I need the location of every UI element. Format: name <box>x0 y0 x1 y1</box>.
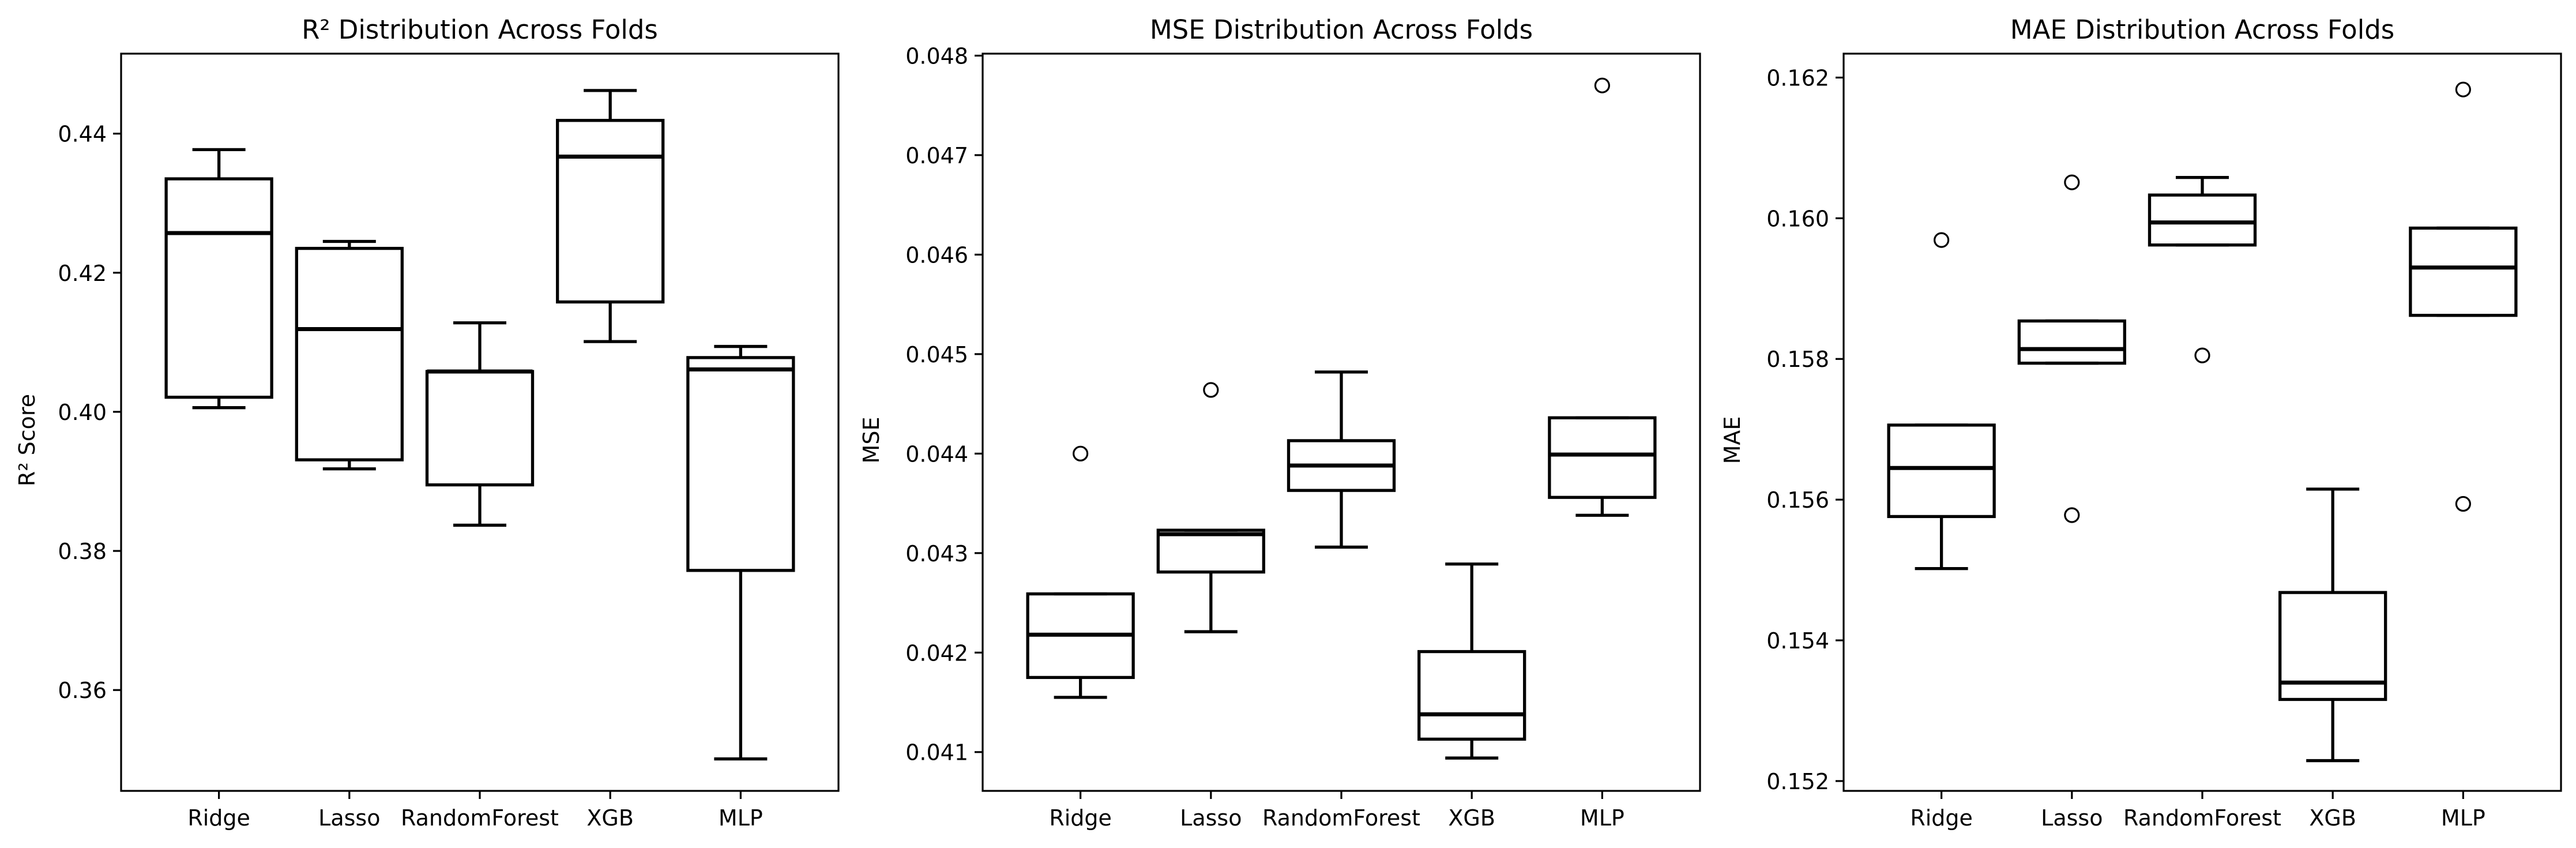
panel-title: R² Distribution Across Folds <box>302 14 658 45</box>
box-ridge <box>1887 232 1996 571</box>
y-axis-label: R² Score <box>14 394 40 486</box>
x-tick-label: RandomForest <box>2123 805 2281 831</box>
panel-mae: MAE Distribution Across Folds MAE 0.1520… <box>1720 14 2562 831</box>
box-xgb <box>556 89 665 343</box>
y-tick-label: 0.38 <box>58 539 107 564</box>
outlier-point <box>1594 77 1610 93</box>
box-iqr <box>2148 193 2257 247</box>
x-tick-label: MLP <box>719 805 763 831</box>
y-tick-label: 0.156 <box>1766 487 1829 513</box>
box-iqr <box>2278 591 2387 701</box>
y-tick-label: 0.048 <box>905 43 968 69</box>
box-iqr <box>686 356 795 572</box>
x-tick-label: MLP <box>2441 805 2485 831</box>
box-iqr <box>295 246 404 461</box>
box-plots <box>164 89 795 761</box>
y-tick-label: 0.42 <box>58 261 107 286</box>
y-axis-ticks: 0.041 0.042 0.043 0.044 0.045 0.046 0.047 0.048 <box>905 43 983 766</box>
box-iqr <box>2409 226 2518 317</box>
box-iqr <box>1887 423 1996 519</box>
box-iqr <box>1417 650 1526 741</box>
y-axis-label: MAE <box>1720 417 1745 464</box>
y-tick-label: 0.160 <box>1766 206 1829 231</box>
box-mlp <box>686 344 795 761</box>
box-mlp <box>2409 81 2518 512</box>
y-tick-label: 0.44 <box>58 122 107 147</box>
box-lasso <box>2017 174 2126 523</box>
outlier-point <box>2064 174 2080 190</box>
y-tick-label: 0.043 <box>905 541 968 566</box>
x-tick-label: XGB <box>1448 805 1495 831</box>
panel-mse: MSE Distribution Across Folds MSE 0.0410… <box>859 14 1701 831</box>
outlier-point <box>2194 347 2210 363</box>
y-tick-label: 0.158 <box>1766 347 1829 372</box>
x-tick-label: Lasso <box>2041 805 2103 831</box>
plot-frame <box>120 52 840 792</box>
y-tick-label: 0.041 <box>905 740 968 766</box>
x-tick-label: Lasso <box>318 805 380 831</box>
x-tick-label: Ridge <box>187 805 250 831</box>
box-ridge <box>164 148 273 410</box>
y-tick-label: 0.046 <box>905 242 968 268</box>
x-tick-label: RandomForest <box>1262 805 1420 831</box>
y-axis-ticks: 0.36 0.38 0.40 0.42 0.44 <box>58 122 121 703</box>
x-tick-label: MLP <box>1580 805 1624 831</box>
box-xgb <box>2278 487 2387 763</box>
box-iqr <box>556 119 665 304</box>
box-lasso <box>295 239 404 471</box>
x-tick-label: XGB <box>586 805 634 831</box>
y-axis-ticks: 0.152 0.154 0.156 0.158 0.160 0.162 <box>1766 65 1844 794</box>
outlier-point <box>2064 507 2080 523</box>
plot-frame <box>1842 52 2562 792</box>
plot-frame <box>981 52 1701 792</box>
x-tick-label: Lasso <box>1180 805 1242 831</box>
box-iqr <box>2017 319 2126 365</box>
y-tick-label: 0.36 <box>58 678 107 703</box>
panel-r2: R² Distribution Across Folds R² Score 0.… <box>14 14 840 831</box>
panel-title: MSE Distribution Across Folds <box>1150 14 1533 45</box>
box-plots <box>1026 77 1657 760</box>
x-axis-ticks: Ridge Lasso RandomForest XGB MLP <box>187 791 763 831</box>
box-mlp <box>1548 77 1657 517</box>
outlier-point <box>2455 496 2471 512</box>
y-tick-label: 0.042 <box>905 640 968 666</box>
x-tick-label: XGB <box>2309 805 2356 831</box>
x-axis-ticks: Ridge Lasso RandomForest XGB MLP <box>1910 791 2485 831</box>
box-xgb <box>1417 562 1526 760</box>
x-tick-label: RandomForest <box>401 805 559 831</box>
y-tick-label: 0.047 <box>905 143 968 168</box>
y-tick-label: 0.154 <box>1766 628 1829 654</box>
y-axis-label: MSE <box>859 417 884 464</box>
outlier-point <box>2455 81 2471 97</box>
box-iqr <box>1548 416 1657 499</box>
y-tick-label: 0.40 <box>58 400 107 425</box>
y-tick-label: 0.044 <box>905 441 968 467</box>
box-randomforest <box>425 321 535 527</box>
outlier-point <box>1203 382 1219 398</box>
box-lasso <box>1156 382 1265 633</box>
box-randomforest <box>1287 370 1396 549</box>
y-tick-label: 0.045 <box>905 342 968 367</box>
box-ridge <box>1026 445 1135 699</box>
y-tick-label: 0.152 <box>1766 769 1829 794</box>
box-plots <box>1887 81 2518 763</box>
x-axis-ticks: Ridge Lasso RandomForest XGB MLP <box>1049 791 1624 831</box>
outlier-point <box>1073 445 1089 461</box>
x-tick-label: Ridge <box>1910 805 1973 831</box>
panel-title: MAE Distribution Across Folds <box>2010 14 2394 45</box>
outlier-point <box>1934 232 1950 248</box>
y-tick-label: 0.162 <box>1766 65 1829 91</box>
box-iqr <box>164 177 273 399</box>
box-randomforest <box>2148 175 2257 363</box>
x-tick-label: Ridge <box>1049 805 1112 831</box>
box-iqr <box>1156 528 1265 574</box>
